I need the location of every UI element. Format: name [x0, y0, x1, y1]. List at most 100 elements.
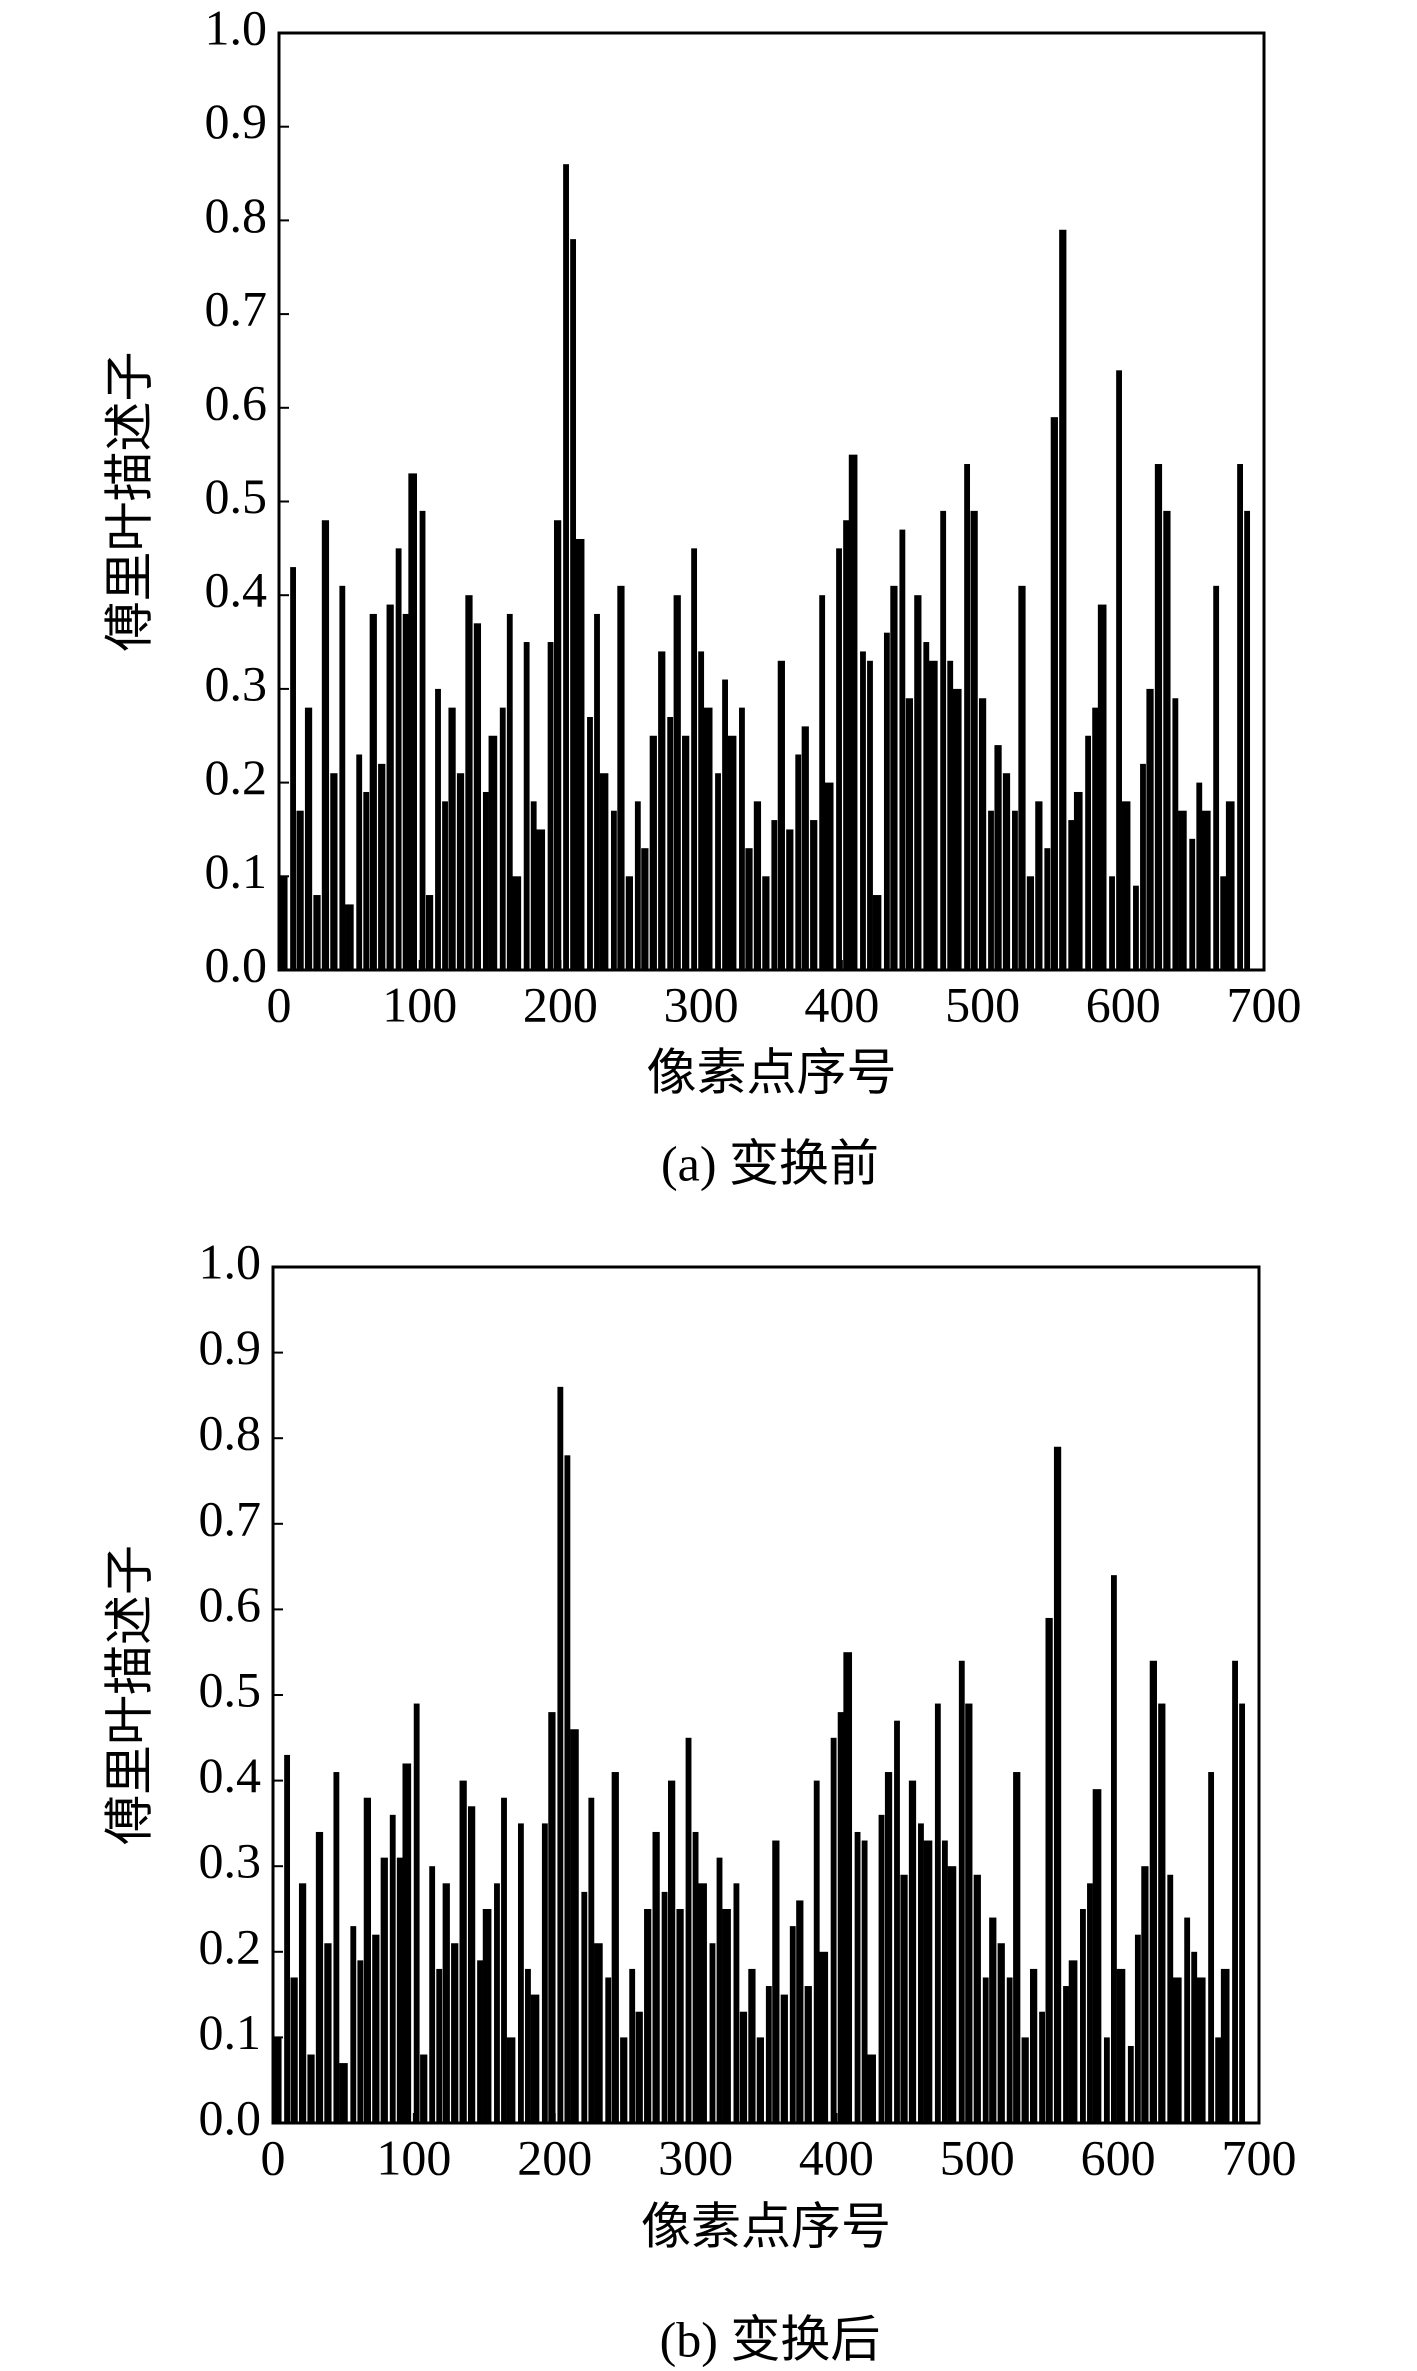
- bar: [1109, 876, 1115, 970]
- bar: [1133, 885, 1139, 970]
- bar: [698, 651, 705, 970]
- bar: [467, 1806, 476, 2123]
- y-tick-label: 0.2: [205, 749, 268, 805]
- bar: [1172, 1977, 1182, 2123]
- bar: [748, 1968, 756, 2123]
- bar: [641, 848, 649, 970]
- bar: [804, 1986, 812, 2123]
- bar: [762, 876, 770, 970]
- bar: [557, 1386, 564, 2123]
- bar: [786, 829, 794, 970]
- bar: [304, 707, 313, 970]
- bar: [947, 660, 954, 970]
- bar: [363, 1797, 371, 2123]
- y-tick-label: 0.6: [205, 374, 268, 430]
- bar: [363, 791, 370, 970]
- bar: [745, 848, 753, 970]
- bar: [402, 1763, 412, 2123]
- bar: [1225, 801, 1235, 970]
- bar: [611, 1772, 619, 2123]
- bar: [709, 1943, 716, 2123]
- bar: [1087, 1883, 1093, 2123]
- y-tick-label: 0.2: [199, 1918, 262, 1974]
- bar: [1068, 820, 1075, 970]
- bar: [830, 1737, 837, 2123]
- bar: [964, 464, 971, 970]
- bar: [553, 520, 562, 970]
- bar: [900, 1874, 908, 2123]
- bar: [570, 1729, 579, 2123]
- bar: [1237, 464, 1243, 970]
- bar: [667, 717, 674, 970]
- bar: [676, 1909, 684, 2123]
- bar: [548, 1712, 556, 2123]
- bar: [465, 595, 473, 970]
- bar: [982, 1977, 989, 2123]
- bar: [988, 810, 994, 970]
- y-tick-label: 1.0: [199, 1233, 262, 1289]
- bar: [494, 1883, 500, 2123]
- bar: [1134, 1934, 1141, 2123]
- x-tick-label: 0: [267, 976, 292, 1032]
- bar: [894, 1720, 900, 2123]
- bar: [813, 1780, 820, 2123]
- bar: [635, 2011, 643, 2123]
- bar: [1013, 1772, 1021, 2123]
- bar: [848, 454, 858, 970]
- bar: [1116, 1968, 1126, 2123]
- bar: [733, 1883, 740, 2123]
- y-tick-label: 0.4: [199, 1747, 262, 1803]
- bar: [1191, 1951, 1198, 2123]
- bar: [837, 1712, 844, 2123]
- bar: [369, 613, 377, 970]
- x-tick-label: 400: [804, 976, 879, 1032]
- bar: [324, 1943, 332, 2123]
- caption: (a) 变换前: [661, 1135, 879, 1191]
- bar: [330, 773, 338, 970]
- bar: [777, 660, 785, 970]
- y-axis-label: 傅里叶描述子: [101, 352, 157, 652]
- bar: [333, 1772, 340, 2123]
- caption: (b) 变换后: [660, 2311, 881, 2367]
- chart: 0.0 0.1 0.2 0.3 0.4 0.5 0.6 0.7 0.8 0.9 1.0 0 100 200…: [101, 1233, 1296, 2367]
- bar: [389, 1814, 396, 2123]
- bar: [965, 1703, 973, 2123]
- bar: [501, 1797, 507, 2123]
- bar: [541, 1823, 548, 2123]
- bar: [1167, 1874, 1174, 2123]
- bar: [307, 2054, 315, 2123]
- bar: [978, 698, 987, 970]
- bar: [420, 2054, 428, 2123]
- y-tick-label: 0.0: [205, 936, 268, 992]
- bar: [1068, 1960, 1078, 2123]
- bar: [1220, 1968, 1230, 2123]
- bar: [629, 1968, 636, 2123]
- bar: [905, 698, 914, 970]
- bar: [1208, 1772, 1215, 2123]
- bar: [994, 745, 1002, 970]
- bar: [1172, 698, 1179, 970]
- bar: [652, 1831, 660, 2123]
- bar: [1140, 763, 1146, 970]
- bar: [1018, 585, 1026, 970]
- x-tick-label: 300: [658, 2129, 733, 2185]
- y-tick-label: 0.4: [205, 562, 268, 618]
- bar: [605, 1977, 612, 2123]
- bar: [298, 1883, 307, 2123]
- bar: [722, 679, 728, 970]
- bar: [456, 773, 465, 970]
- bar: [658, 651, 666, 970]
- x-tick-label: 600: [1081, 2129, 1156, 2185]
- bar: [1073, 791, 1083, 970]
- bar: [644, 1909, 652, 2123]
- bar: [668, 1780, 676, 2123]
- bar: [429, 1866, 436, 2123]
- bar: [860, 651, 866, 970]
- bar: [1026, 876, 1035, 970]
- bar: [1213, 585, 1220, 970]
- bar: [402, 613, 409, 970]
- bar: [739, 2011, 748, 2123]
- bar: [854, 1831, 861, 2123]
- bar: [625, 876, 633, 970]
